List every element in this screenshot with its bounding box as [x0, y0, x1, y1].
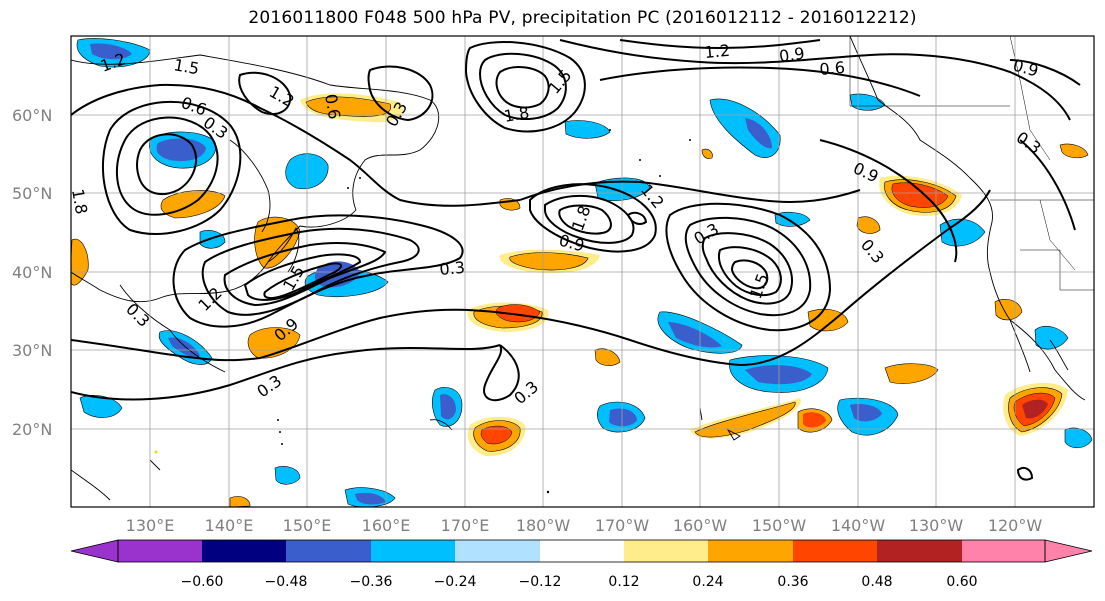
colorbar-segment [202, 540, 286, 562]
lon-label-150w: 150°W [752, 516, 807, 535]
map-area[interactable] [71, 36, 1094, 507]
svg-text:1.5: 1.5 [172, 55, 200, 78]
lon-label-150e: 150°E [283, 516, 332, 535]
lon-label-140w: 140°W [831, 516, 886, 535]
lon-label-170w: 170°W [595, 516, 650, 535]
colorbar-segment [540, 540, 624, 562]
svg-text:1.2: 1.2 [704, 41, 731, 62]
map-frame [70, 35, 1095, 508]
colorbar-segment [877, 540, 962, 562]
lat-label-60n: 60°N [12, 106, 52, 125]
colorbar-segment [962, 540, 1045, 562]
colorbar-segment [793, 540, 877, 562]
colorbar-segment [455, 540, 540, 562]
colorbar-tick: −0.60 [181, 574, 224, 590]
svg-text:1.8: 1.8 [502, 103, 530, 126]
lon-label-130w: 130°W [909, 516, 964, 535]
colorbar-tick: −0.36 [350, 574, 393, 590]
pv-contours [71, 39, 1081, 402]
map-title: 2016011800 F048 500 hPa PV, precipitatio… [248, 8, 917, 28]
colorbar-tick: −0.12 [519, 574, 562, 590]
lon-label-130e: 130°E [126, 516, 175, 535]
lon-label-160w: 160°W [673, 516, 728, 535]
svg-text:0.9: 0.9 [778, 44, 806, 66]
coastlines [71, 36, 1086, 501]
svg-text:0.6: 0.6 [321, 92, 344, 120]
colorbar-tick: 0.12 [608, 574, 639, 590]
svg-text:1.8: 1.8 [68, 187, 91, 215]
lat-label-40n: 40°N [12, 263, 52, 282]
island-dots [154, 129, 691, 494]
colorbar-tick: 0.48 [861, 574, 892, 590]
lat-label-50n: 50°N [12, 184, 52, 203]
colorbar-tick: −0.24 [434, 574, 477, 590]
lat-label-30n: 30°N [12, 341, 52, 360]
colorbar-segments [71, 540, 1092, 562]
colorbar-tick: 0.60 [946, 574, 977, 590]
lon-label-180w: 180°W [516, 516, 571, 535]
colorbar-extend-high [1045, 540, 1092, 562]
lon-label-170e: 170°E [441, 516, 490, 535]
colorbar-segment [371, 540, 455, 562]
latitude-labels: 60°N 50°N 40°N 30°N 20°N [12, 106, 52, 439]
lon-label-160e: 160°E [362, 516, 411, 535]
lon-label-120w: 120°W [988, 516, 1043, 535]
colorbar-extend-low [71, 540, 118, 562]
colorbar-tick-labels: −0.60 −0.48 −0.36 −0.24 −0.12 0.12 0.24 … [181, 574, 978, 590]
lon-label-140e: 140°E [205, 516, 254, 535]
svg-text:0.3: 0.3 [439, 258, 466, 279]
longitude-labels: 130°E 140°E 150°E 160°E 170°E 180°W 170°… [126, 516, 1043, 535]
colorbar-tick: 0.36 [777, 574, 808, 590]
svg-text:0.6: 0.6 [819, 58, 846, 79]
colorbar-segment [286, 540, 371, 562]
gridlines [71, 36, 1094, 507]
colorbar-segment [708, 540, 793, 562]
colorbar: −0.60 −0.48 −0.36 −0.24 −0.12 0.12 0.24 … [70, 539, 1093, 590]
colorbar-segment [624, 540, 708, 562]
colorbar-tick: 0.24 [692, 574, 723, 590]
lat-label-20n: 20°N [12, 420, 52, 439]
colorbar-segment [118, 540, 202, 562]
colorbar-tick: −0.48 [265, 574, 308, 590]
